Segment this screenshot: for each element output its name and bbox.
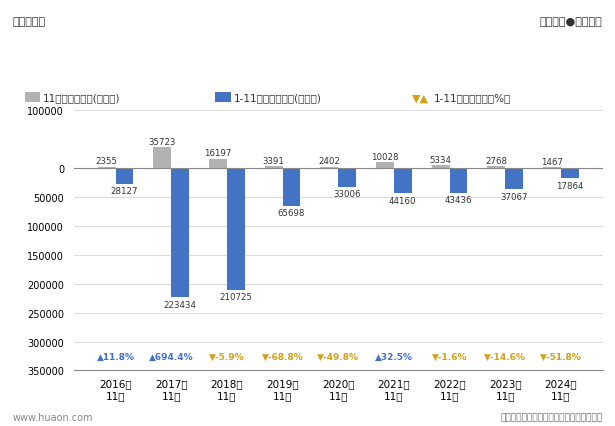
- Text: www.huaon.com: www.huaon.com: [12, 412, 93, 422]
- Text: 5334: 5334: [430, 155, 451, 164]
- Text: 210725: 210725: [220, 293, 252, 302]
- Bar: [227, 169, 245, 290]
- Text: 华经情报网: 华经情报网: [12, 17, 46, 27]
- Bar: [320, 167, 338, 169]
- Text: ▼▲: ▼▲: [412, 93, 429, 103]
- Text: ▲11.8%: ▲11.8%: [97, 352, 135, 361]
- Bar: [543, 168, 561, 169]
- Bar: [561, 169, 579, 179]
- Text: 10028: 10028: [371, 153, 399, 161]
- Bar: [283, 169, 300, 207]
- Text: 1467: 1467: [541, 158, 563, 167]
- Bar: [432, 165, 450, 169]
- Text: ▼-51.8%: ▼-51.8%: [540, 352, 582, 361]
- Text: 1-11月同比增速（%）: 1-11月同比增速（%）: [434, 93, 511, 103]
- Bar: [172, 169, 189, 297]
- Text: 专业严谨●客观科学: 专业严谨●客观科学: [540, 17, 603, 27]
- Bar: [25, 93, 40, 103]
- Bar: [394, 169, 411, 194]
- Text: 223434: 223434: [164, 300, 197, 309]
- Text: 2355: 2355: [96, 157, 117, 166]
- Text: 28127: 28127: [111, 187, 138, 196]
- Text: 数据来源：中国海关；华经产业研究院整理: 数据来源：中国海关；华经产业研究院整理: [501, 413, 603, 422]
- Text: 1-11月进出口总额(万美元): 1-11月进出口总额(万美元): [234, 93, 322, 103]
- Text: ▼-68.8%: ▼-68.8%: [262, 352, 303, 361]
- Bar: [488, 167, 505, 169]
- Text: 35723: 35723: [149, 138, 176, 147]
- Text: 2768: 2768: [485, 157, 507, 166]
- Text: 43436: 43436: [445, 196, 472, 205]
- Bar: [376, 163, 394, 169]
- Text: ▼-49.8%: ▼-49.8%: [317, 352, 359, 361]
- Text: 37067: 37067: [501, 192, 528, 201]
- Text: 17864: 17864: [556, 181, 584, 190]
- Text: ▼-5.9%: ▼-5.9%: [209, 352, 245, 361]
- Text: 16197: 16197: [204, 149, 232, 158]
- Text: 33006: 33006: [333, 190, 361, 199]
- Text: ▼-14.6%: ▼-14.6%: [484, 352, 526, 361]
- Text: 3391: 3391: [263, 156, 285, 165]
- Text: ▲32.5%: ▲32.5%: [375, 352, 413, 361]
- Text: 11月进出口总额(万美元): 11月进出口总额(万美元): [43, 93, 121, 103]
- Bar: [505, 169, 523, 190]
- Text: 2016-2024年11月贵州省外商投资企业进出口总额: 2016-2024年11月贵州省外商投资企业进出口总额: [166, 56, 449, 74]
- Bar: [98, 167, 116, 169]
- Bar: [116, 169, 133, 185]
- Text: ▲694.4%: ▲694.4%: [149, 352, 194, 361]
- Bar: [450, 169, 467, 193]
- Bar: [154, 148, 172, 169]
- Bar: [215, 93, 231, 103]
- Bar: [209, 159, 227, 169]
- Bar: [338, 169, 356, 187]
- Bar: [265, 167, 283, 169]
- Text: 65698: 65698: [278, 209, 305, 218]
- Text: 2402: 2402: [319, 157, 340, 166]
- Text: ▼-1.6%: ▼-1.6%: [432, 352, 467, 361]
- Text: 44160: 44160: [389, 196, 416, 205]
